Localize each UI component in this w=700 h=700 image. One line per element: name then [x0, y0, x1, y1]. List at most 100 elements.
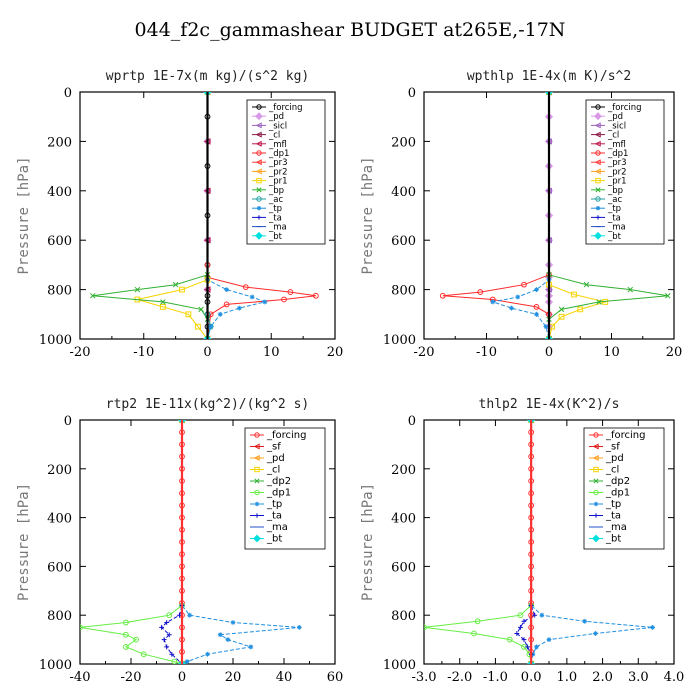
point_dp1	[80, 624, 83, 631]
y-tick-label: 400	[47, 185, 72, 200]
point_tp	[509, 305, 514, 311]
point_bp	[583, 281, 590, 288]
legend-marker	[254, 478, 260, 484]
panel-title: rtp2 1E-11x(kg^2)/(kg^2 s)	[106, 397, 310, 412]
point_dp1	[166, 612, 173, 619]
point_dp1	[521, 281, 527, 288]
point_bp	[664, 293, 671, 299]
legend-label: _forcing	[268, 103, 303, 113]
x-tick-label: 0	[203, 345, 211, 360]
point_ta	[169, 651, 175, 657]
y-tick-label: 400	[47, 512, 72, 527]
legend-label: _dp1	[605, 488, 630, 499]
legend-label: _ma	[605, 522, 627, 533]
legend-marker	[256, 187, 262, 193]
legend-label: _mfl	[607, 140, 626, 150]
x-tick-label: 3.0	[628, 670, 649, 685]
legend-label: _bp	[268, 186, 284, 196]
legend-marker	[594, 112, 602, 121]
point_dp1	[133, 636, 140, 643]
legend-label: _tp	[605, 499, 621, 510]
point_ta	[166, 632, 172, 638]
legend-label: _pr3	[268, 158, 288, 168]
legend-label: _cl	[266, 465, 280, 476]
legend-label: _dp2	[266, 476, 291, 487]
point_tp	[249, 294, 255, 300]
legend-label: _tp	[268, 204, 282, 214]
legend-label: _mfl	[268, 140, 287, 150]
series-line_dp1	[80, 420, 183, 664]
point_ta	[521, 637, 527, 642]
point_ta	[518, 625, 523, 630]
y-tick-label: 600	[391, 560, 416, 575]
point_ta	[159, 625, 164, 630]
y-tick-label: 1000	[383, 333, 416, 348]
legend-label: _pr2	[268, 167, 288, 177]
point_dp1	[506, 636, 513, 643]
y-tick-label: 400	[391, 185, 416, 200]
point_tp	[534, 644, 539, 650]
legend-marker	[594, 122, 601, 129]
x-tick-label: 1.0	[557, 670, 578, 685]
legend-marker	[593, 466, 599, 473]
legend-marker	[256, 206, 262, 211]
legend-label: _sf	[605, 442, 620, 453]
point_tp	[217, 632, 223, 638]
legend-marker	[253, 454, 260, 462]
x-tick-label: 0.0	[521, 670, 542, 685]
x-tick-label: 20	[666, 345, 683, 360]
legend-label: _bt	[605, 534, 621, 545]
point_tp	[534, 287, 539, 292]
series-line_dp1	[424, 420, 532, 664]
point_bp	[172, 281, 179, 288]
panel-title: thlp2 1E-4x(K^2)/s	[479, 397, 620, 412]
x-tick-label: 2.0	[592, 670, 613, 685]
legend: _forcing_pd_sicl_cl_mfl_dp1_pr3_pr2_pr1_…	[585, 99, 665, 245]
legend-label: _pd	[607, 112, 623, 122]
legend-marker	[254, 432, 260, 438]
series-group	[439, 92, 671, 339]
panel-4: thlp2 1E-4x(K^2)/s Pressure [hPa] -3.0 -2.0…	[360, 397, 684, 685]
legend-label: _bt	[266, 534, 282, 545]
legend-label: _bt	[607, 232, 622, 242]
x-tick-label: -2.0	[447, 670, 472, 685]
point_ta	[161, 637, 167, 642]
series-line_tp	[490, 92, 550, 339]
point_ta	[164, 620, 170, 625]
legend-marker	[595, 206, 601, 211]
legend-marker	[254, 489, 260, 496]
legend-marker	[253, 443, 260, 450]
legend-marker	[594, 168, 601, 175]
legend-label: _dp1	[607, 149, 628, 159]
legend: _forcing_pd_sicl_cl_mfl_dp1_pr3_pr2_pr1_…	[246, 99, 326, 245]
x-tick-label: 0	[545, 345, 553, 360]
point_dp1	[242, 284, 249, 291]
y-tick-label: 400	[391, 512, 416, 527]
point_tp	[224, 287, 230, 292]
point_dp1	[171, 658, 178, 664]
legend-marker	[255, 231, 263, 240]
legend-marker	[593, 432, 599, 438]
legend-marker	[255, 159, 262, 166]
point_dp1	[439, 292, 446, 299]
y-axis-label: Pressure [hPa]	[360, 483, 376, 601]
legend-label: _sicl	[607, 121, 626, 131]
point_ta	[514, 631, 520, 636]
x-tick-label: -40	[70, 670, 91, 685]
x-tick-label: 20	[225, 670, 242, 685]
panel-title: wpthlp 1E-4x(m K)/s^2	[467, 69, 631, 84]
legend-marker	[254, 466, 260, 473]
legend-marker	[253, 534, 261, 543]
point_pr1	[159, 303, 166, 310]
point_pr1	[558, 313, 565, 320]
legend-label: _ac	[607, 195, 622, 205]
legend-marker	[594, 159, 601, 166]
y-tick-label: 800	[391, 284, 416, 299]
point_tp	[490, 299, 496, 305]
legend-label: _sf	[266, 442, 281, 453]
y-axis-label: Pressure [hPa]	[360, 156, 376, 274]
legend-label: _ta	[268, 213, 282, 223]
point_dp1	[140, 651, 147, 658]
y-tick-label: 1000	[383, 658, 416, 673]
legend-label: _forcing	[605, 430, 646, 441]
